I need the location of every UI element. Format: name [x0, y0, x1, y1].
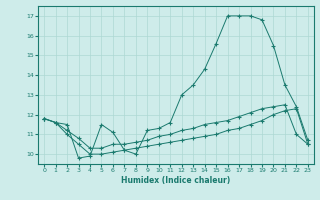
X-axis label: Humidex (Indice chaleur): Humidex (Indice chaleur) [121, 176, 231, 185]
